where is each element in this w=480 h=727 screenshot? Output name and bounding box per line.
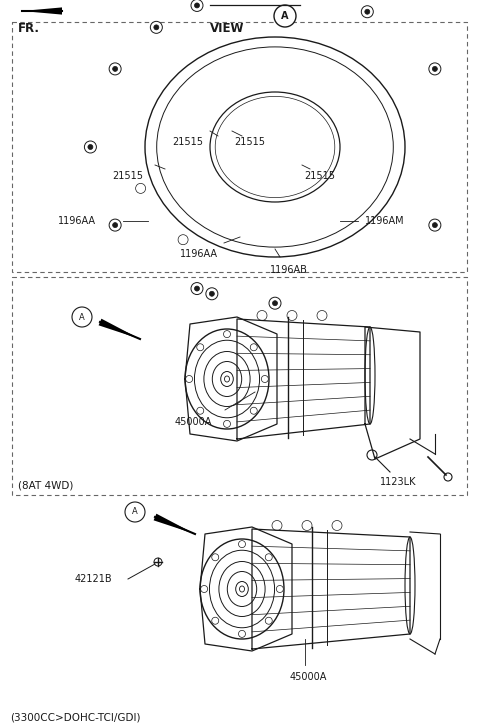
Circle shape — [250, 407, 257, 414]
Circle shape — [224, 420, 230, 427]
Circle shape — [367, 450, 377, 460]
Circle shape — [197, 407, 204, 414]
Circle shape — [265, 554, 272, 561]
Circle shape — [113, 66, 118, 71]
Text: 21515: 21515 — [172, 137, 203, 147]
Circle shape — [269, 297, 281, 309]
Text: A: A — [132, 507, 138, 516]
Circle shape — [276, 585, 283, 593]
Circle shape — [432, 222, 437, 228]
Circle shape — [444, 473, 452, 481]
Circle shape — [250, 344, 257, 350]
Circle shape — [194, 3, 200, 8]
Circle shape — [332, 521, 342, 531]
Text: 1123LK: 1123LK — [380, 477, 417, 487]
Circle shape — [136, 183, 145, 193]
Circle shape — [432, 66, 437, 71]
Text: (3300CC>DOHC-TCI/GDI): (3300CC>DOHC-TCI/GDI) — [10, 712, 141, 722]
Text: 21515: 21515 — [112, 171, 143, 181]
Circle shape — [191, 0, 203, 12]
Circle shape — [194, 286, 200, 291]
Circle shape — [109, 219, 121, 231]
Text: A: A — [281, 11, 289, 21]
Bar — [12, 277, 467, 495]
Text: FR.: FR. — [18, 22, 40, 35]
Circle shape — [261, 376, 268, 382]
Circle shape — [154, 558, 162, 566]
Text: VIEW: VIEW — [210, 22, 244, 35]
Text: 42121B: 42121B — [75, 574, 113, 584]
Circle shape — [429, 219, 441, 231]
Circle shape — [239, 630, 245, 638]
Circle shape — [209, 292, 215, 297]
Circle shape — [265, 617, 272, 624]
Text: 1196AB: 1196AB — [270, 265, 308, 275]
Circle shape — [186, 376, 192, 382]
Circle shape — [212, 554, 219, 561]
Circle shape — [191, 283, 203, 294]
Circle shape — [201, 585, 208, 593]
Circle shape — [197, 344, 204, 350]
Circle shape — [206, 288, 218, 300]
Circle shape — [272, 521, 282, 531]
Circle shape — [302, 521, 312, 531]
Circle shape — [178, 235, 188, 245]
Circle shape — [125, 502, 145, 522]
Text: 1196AM: 1196AM — [365, 216, 405, 226]
Polygon shape — [154, 514, 195, 534]
Circle shape — [317, 310, 327, 321]
Circle shape — [212, 617, 219, 624]
Circle shape — [361, 6, 373, 17]
Text: (8AT 4WD): (8AT 4WD) — [18, 480, 73, 490]
Circle shape — [84, 141, 96, 153]
Polygon shape — [98, 318, 140, 339]
Circle shape — [429, 63, 441, 75]
Text: 45000A: 45000A — [175, 417, 212, 427]
Circle shape — [365, 9, 370, 15]
Bar — [12, 22, 467, 272]
Circle shape — [239, 541, 245, 547]
Text: A: A — [79, 313, 85, 321]
Text: 45000A: 45000A — [290, 672, 327, 682]
Text: 1196AA: 1196AA — [180, 249, 218, 259]
Text: 21515: 21515 — [304, 171, 335, 181]
Circle shape — [154, 25, 159, 30]
Circle shape — [150, 21, 162, 33]
Circle shape — [224, 331, 230, 337]
Circle shape — [273, 301, 277, 305]
Circle shape — [72, 307, 92, 327]
Circle shape — [287, 310, 297, 321]
Polygon shape — [22, 7, 62, 15]
Text: 21515: 21515 — [234, 137, 265, 147]
Circle shape — [113, 222, 118, 228]
Circle shape — [274, 5, 296, 27]
Text: 1196AA: 1196AA — [58, 216, 96, 226]
Circle shape — [88, 145, 93, 150]
Circle shape — [109, 63, 121, 75]
Circle shape — [257, 310, 267, 321]
